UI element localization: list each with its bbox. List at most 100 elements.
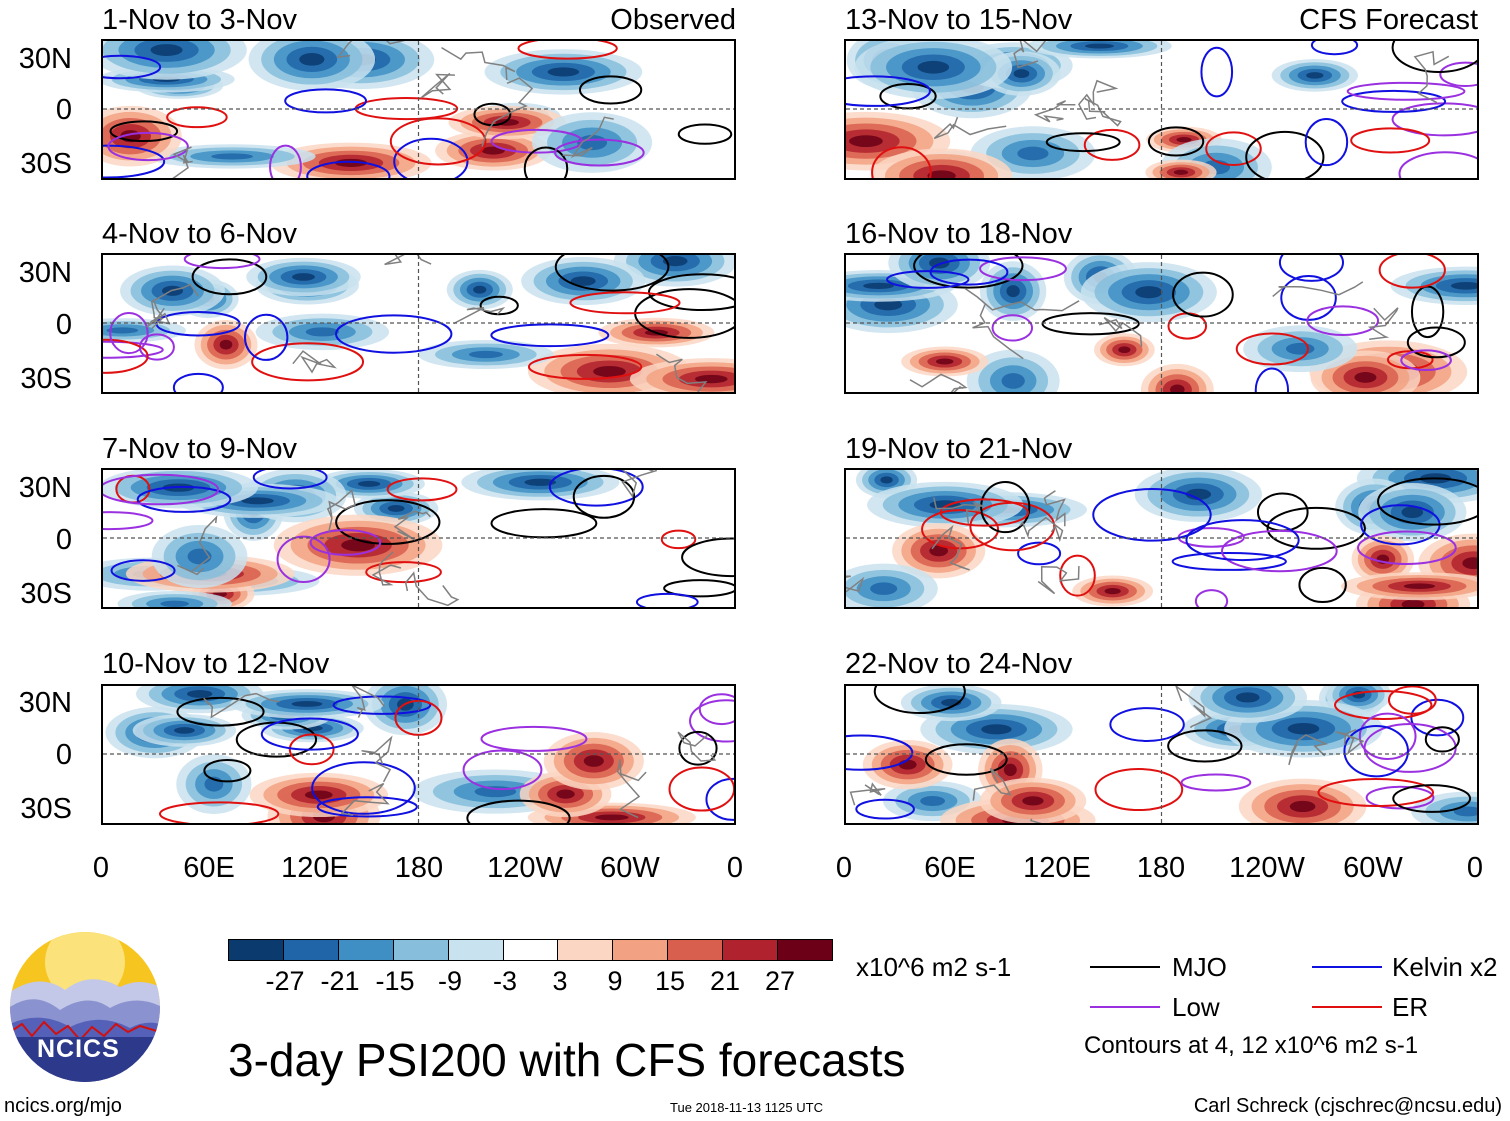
coastline bbox=[1019, 516, 1064, 543]
contour-line bbox=[1205, 131, 1262, 166]
anomaly-blob bbox=[1403, 583, 1436, 589]
contour-line bbox=[1365, 785, 1435, 810]
colorbar-tick: 27 bbox=[764, 966, 796, 996]
anomaly-blob bbox=[1462, 557, 1477, 570]
y-tick-label: 0 bbox=[55, 739, 72, 771]
contour-line bbox=[1194, 589, 1229, 607]
contour-line bbox=[991, 314, 1034, 342]
contour-line bbox=[103, 54, 162, 80]
x-tick-label: 60W bbox=[600, 852, 660, 884]
contour-line bbox=[103, 340, 164, 359]
contour-line bbox=[306, 160, 391, 178]
contour-line bbox=[689, 699, 734, 743]
coastline bbox=[931, 524, 970, 571]
legend-line-mjo bbox=[1090, 966, 1160, 968]
anomaly-blob bbox=[292, 273, 315, 281]
anomaly-blob bbox=[1006, 285, 1020, 298]
coastline bbox=[655, 353, 708, 392]
anomaly-blob bbox=[304, 790, 333, 800]
anomaly-blob bbox=[1017, 146, 1049, 161]
anomaly-blob bbox=[570, 276, 596, 286]
map-panel-8 bbox=[844, 684, 1479, 825]
anomaly-blob bbox=[1185, 488, 1212, 500]
coastline bbox=[441, 46, 516, 81]
coastline bbox=[1037, 565, 1080, 595]
anomaly-blob bbox=[870, 582, 898, 595]
legend-label-low: Low bbox=[1172, 992, 1220, 1022]
contour-line bbox=[663, 579, 734, 598]
colorbar-tick: -15 bbox=[375, 966, 415, 996]
y-tick-label: 0 bbox=[55, 524, 72, 556]
anomaly-blob bbox=[150, 44, 183, 56]
contour-line bbox=[191, 258, 268, 296]
coastline bbox=[203, 692, 280, 719]
contour-line bbox=[269, 144, 302, 178]
map-panel-5 bbox=[844, 39, 1479, 180]
map-canvas bbox=[846, 255, 1477, 392]
anomaly-blob bbox=[583, 755, 604, 767]
anomaly-blob bbox=[174, 727, 195, 734]
contour-line bbox=[288, 733, 335, 766]
x-tick-label: 0 bbox=[835, 852, 853, 884]
anomaly-blob bbox=[387, 505, 405, 512]
contour-line bbox=[1092, 488, 1212, 542]
colorbar-swatch bbox=[503, 940, 559, 960]
coastline bbox=[1175, 686, 1213, 729]
colorbar-swatch bbox=[393, 940, 449, 960]
y-tick-label: 30S bbox=[20, 578, 72, 610]
map-panel-6 bbox=[844, 253, 1479, 394]
anomaly-blob bbox=[1001, 373, 1025, 389]
contour-line bbox=[203, 758, 252, 783]
contour-line bbox=[176, 696, 265, 727]
legend-label-kelvin: Kelvin x2 bbox=[1392, 952, 1498, 982]
contour-line bbox=[335, 499, 441, 545]
coastline bbox=[1043, 490, 1066, 527]
colorbar-tick: 3 bbox=[552, 966, 568, 996]
contour-line bbox=[109, 120, 179, 143]
contour-line bbox=[166, 106, 228, 129]
footer-link[interactable]: ncics.org/mjo bbox=[4, 1095, 122, 1117]
contour-line bbox=[1341, 89, 1447, 113]
coastline bbox=[621, 470, 658, 498]
coastline bbox=[393, 510, 431, 541]
anomaly-blob bbox=[1013, 69, 1030, 79]
panel-source-label: CFS Forecast bbox=[1299, 4, 1478, 36]
contour-line bbox=[1235, 332, 1309, 366]
contour-line bbox=[1200, 46, 1234, 98]
contour-line bbox=[183, 255, 261, 270]
contour-line bbox=[1439, 61, 1477, 88]
x-tick-label: 180 bbox=[394, 852, 444, 884]
anomaly-blob bbox=[695, 374, 728, 384]
panel-title: 19-Nov to 21-Nov bbox=[845, 433, 1073, 465]
anomaly-blob bbox=[1453, 806, 1477, 817]
contour-line bbox=[980, 480, 1031, 534]
contour-line bbox=[1377, 477, 1477, 526]
colorbar-swatch bbox=[448, 940, 504, 960]
contour-line bbox=[260, 717, 359, 751]
contour-line bbox=[578, 75, 643, 105]
anomaly-blob bbox=[1170, 384, 1185, 392]
anomaly-blob bbox=[863, 282, 894, 290]
anomaly-blob bbox=[547, 67, 580, 77]
colorbar-tick: -21 bbox=[320, 966, 360, 996]
anomaly-blob bbox=[1289, 800, 1316, 813]
anomaly-blob bbox=[291, 700, 323, 707]
coastline bbox=[1098, 316, 1143, 347]
contour-line bbox=[335, 314, 453, 354]
anomaly-blob bbox=[473, 285, 487, 294]
map-canvas bbox=[103, 41, 734, 178]
x-tick-label: 0 bbox=[726, 852, 744, 884]
anomaly-blob bbox=[1401, 599, 1425, 607]
contour-line bbox=[855, 798, 915, 820]
anomaly-blob bbox=[1354, 372, 1377, 383]
contour-line bbox=[871, 146, 932, 178]
main-title: 3-day PSI200 with CFS forecasts bbox=[228, 1034, 906, 1086]
anomaly-blob bbox=[1287, 722, 1320, 735]
anomaly-blob bbox=[241, 497, 274, 505]
coastline bbox=[1033, 100, 1076, 123]
map-canvas bbox=[103, 686, 734, 823]
anomaly-blob bbox=[929, 257, 950, 269]
anomaly-blob bbox=[1003, 763, 1017, 777]
contour-line bbox=[1334, 690, 1433, 720]
coastline bbox=[1272, 281, 1364, 297]
